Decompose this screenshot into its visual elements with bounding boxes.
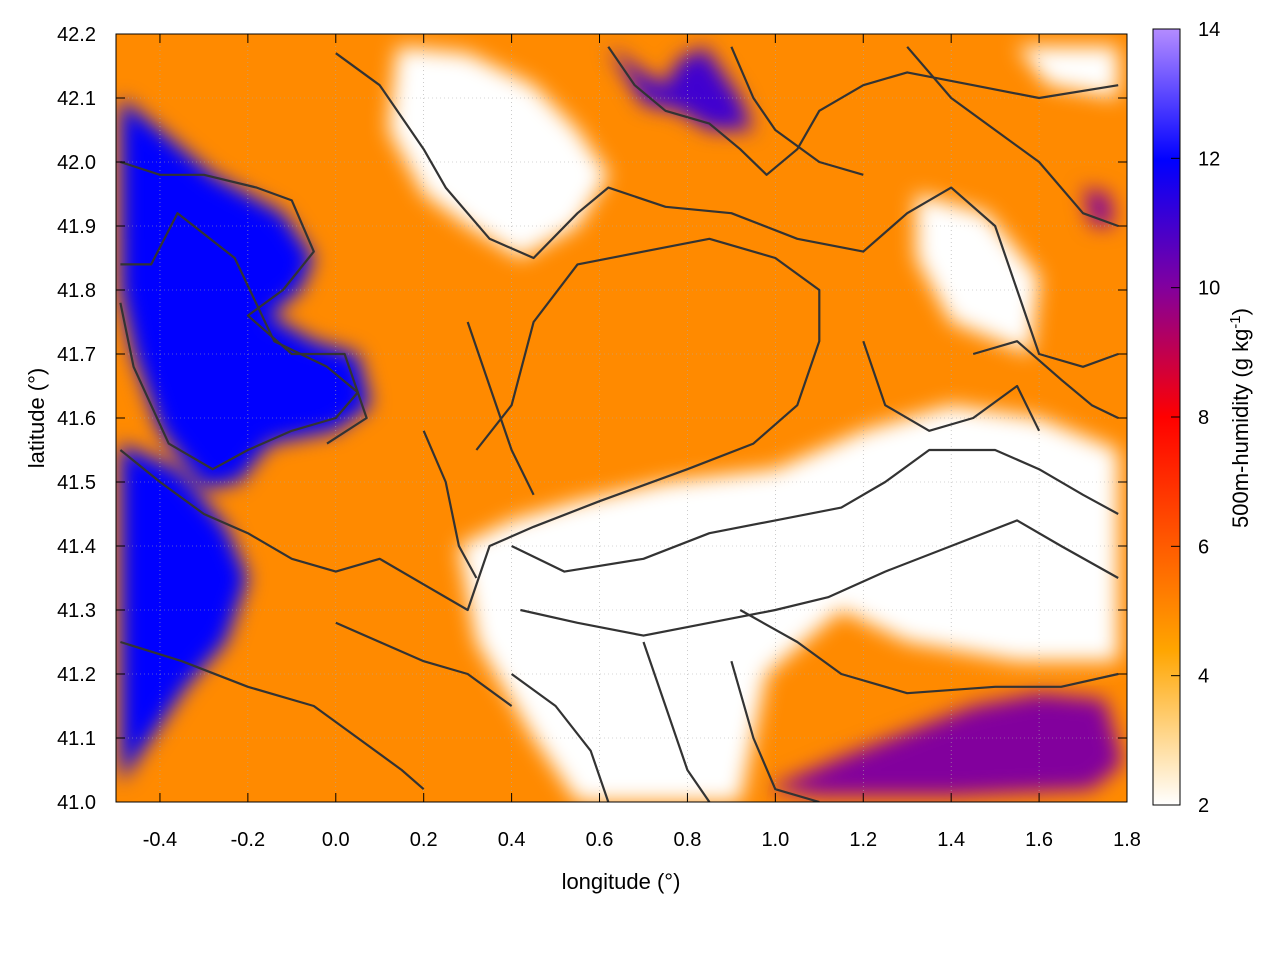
x-tick-label: -0.4 (143, 829, 177, 851)
heat-region-blue-west (120, 443, 248, 783)
plot-area (115, 33, 1128, 803)
heat-region-blue-north (608, 46, 754, 130)
heat-region-blue-halo-nw (120, 98, 371, 489)
colorbar-tick-label: 10 (1198, 278, 1220, 300)
colorbar-ticks: 2 4 6 8 10 12 14 (1171, 19, 1220, 817)
contour-line-16 (862, 340, 1041, 432)
contour-line-3 (119, 237, 821, 612)
contour-line-13 (335, 621, 513, 707)
contour-line-9 (642, 641, 711, 802)
contour-line-4 (335, 52, 1119, 368)
y-tick-label: 42.2 (57, 24, 96, 46)
colorbar: 2 4 6 8 10 12 14 500m-humidity (g kg-1) (1152, 19, 1253, 817)
contour-lines (119, 46, 1119, 802)
colorbar-title-end: ) (1228, 308, 1253, 315)
y-tick-label: 41.4 (57, 536, 96, 558)
contour-line-11 (739, 609, 1119, 695)
contour-line-7 (520, 519, 1119, 637)
colorbar-title: 500m-humidity (g kg-1) (1227, 308, 1253, 528)
y-tick-label: 41.7 (57, 344, 96, 366)
x-tick-label: 1.4 (937, 829, 965, 851)
y-tick-label: 41.6 (57, 408, 96, 430)
colorbar-tick-label: 12 (1198, 148, 1220, 170)
heat-region-white-east-strip (1017, 46, 1119, 98)
x-tick-label: 0.4 (498, 829, 526, 851)
contour-line-19 (906, 46, 1119, 228)
heat-region-white-upper-east (916, 194, 1040, 354)
contour-line-10 (730, 660, 820, 802)
heat-region-white-central-south (458, 405, 1119, 802)
x-tick-label: 1.6 (1025, 829, 1053, 851)
contour-line-14 (422, 430, 478, 579)
y-axis-title: latitude (°) (24, 368, 49, 469)
y-axis-ticks: 41.0 41.1 41.2 41.3 41.4 41.5 41.6 41.7 41.8 41.9… (57, 24, 1127, 814)
x-tick-label: 0.6 (586, 829, 614, 851)
y-tick-label: 41.5 (57, 472, 96, 494)
x-axis-title: longitude (°) (562, 869, 681, 894)
y-tick-label: 41.9 (57, 216, 96, 238)
colorbar-title-main: 500m-humidity (g kg (1228, 329, 1253, 528)
x-tick-label: 1.2 (849, 829, 877, 851)
heat-region-purple-south-band (766, 693, 1123, 796)
x-axis-ticks: -0.4 -0.2 0.0 0.2 0.4 0.6 0.8 1.0 1.2 1.4 1.6 1.8 (143, 34, 1141, 851)
y-tick-label: 41.2 (57, 664, 96, 686)
x-tick-label: 0.8 (674, 829, 702, 851)
colorbar-tick-label: 2 (1198, 795, 1209, 817)
y-tick-label: 41.3 (57, 600, 96, 622)
colorbar-title-superscript: -1 (1227, 315, 1244, 328)
y-tick-label: 41.0 (57, 792, 96, 814)
y-tick-label: 42.1 (57, 88, 96, 110)
colorbar-tick-label: 6 (1198, 536, 1209, 558)
heatmap-regions (120, 46, 1123, 802)
contour-line-1 (119, 212, 359, 471)
x-tick-label: 0.2 (410, 829, 438, 851)
y-tick-label: 41.8 (57, 280, 96, 302)
contour-line-8 (510, 673, 610, 802)
y-tick-label: 41.1 (57, 728, 96, 750)
contour-line-18 (730, 46, 864, 176)
x-tick-label: 1.8 (1113, 829, 1141, 851)
y-tick-label: 42.0 (57, 152, 96, 174)
colorbar-tick-label: 4 (1198, 666, 1209, 688)
grid-lines (116, 34, 1127, 802)
x-tick-label: 0.0 (322, 829, 350, 851)
colorbar-tick-label: 14 (1198, 19, 1220, 41)
contour-line-2 (120, 160, 368, 445)
contour-line-5 (607, 46, 1119, 176)
x-tick-label: 1.0 (761, 829, 789, 851)
contour-line-15 (466, 321, 535, 496)
colorbar-tick-label: 8 (1198, 407, 1209, 429)
contour-line-6 (511, 448, 1119, 573)
heat-region-white-north (388, 46, 609, 258)
contour-line-17 (972, 340, 1119, 419)
x-tick-label: -0.2 (231, 829, 265, 851)
contour-line-12 (120, 640, 425, 791)
